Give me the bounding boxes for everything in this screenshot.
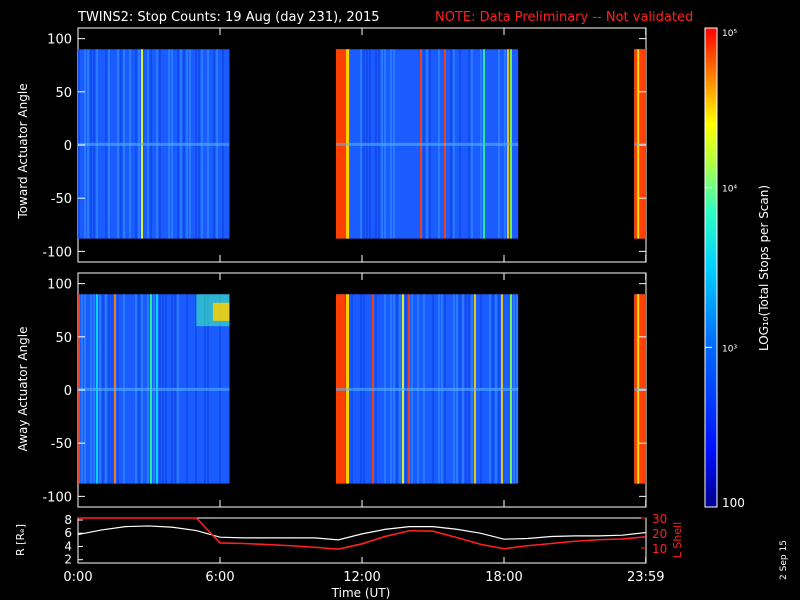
side-date: 2 Sep 15: [779, 540, 789, 580]
x-axis-label: Time (UT): [331, 586, 391, 600]
x-tick-label: 6:00: [205, 570, 234, 585]
colorbar-tick-label: 10³: [722, 344, 737, 354]
y-tick-label: 0: [64, 384, 72, 399]
warm-region: [212, 302, 230, 321]
zero-band: [634, 142, 646, 146]
y-tick-label: -50: [51, 192, 72, 207]
chart-title: TWINS2: Stop Counts: 19 Aug (day 231), 2…: [77, 10, 380, 25]
r-tick-label: 4: [64, 539, 72, 553]
lshell-tick-label: 10: [652, 542, 667, 556]
colorbar-label: LOG₁₀(Total Stops per Scan): [757, 185, 771, 351]
plot-frame: [77, 517, 647, 564]
y-tick-label: -50: [51, 437, 72, 452]
r-tick-label: 6: [64, 526, 72, 540]
lshell-ylabel: L Shell: [671, 522, 684, 558]
y-tick-label: -100: [42, 245, 72, 260]
zero-band: [335, 387, 519, 391]
preliminary-note: NOTE: Data Preliminary -- Not validated: [435, 10, 693, 25]
colorbar-tick-label: 100: [722, 496, 745, 510]
zero-band: [78, 142, 230, 146]
zero-band: [335, 142, 519, 146]
colorbar-tick-label: 10⁴: [722, 185, 737, 195]
y-tick-label: 0: [64, 139, 72, 154]
r-ylabel: R [Rₑ]: [14, 524, 27, 556]
away-heatmap-panel: 100 50 0 -50 -100: [42, 272, 647, 508]
x-tick-label: 0:00: [63, 570, 92, 585]
zero-band: [78, 387, 230, 391]
colorbar: [705, 28, 717, 507]
lshell-tick-label: 20: [652, 527, 667, 541]
colorbar-ticks: 10⁵ 10⁴ 10³ 100: [705, 27, 745, 510]
y-tick-label: 50: [55, 331, 72, 346]
colorbar-tick-label: 10⁵: [722, 29, 737, 39]
r-tick-label: 8: [64, 513, 72, 527]
x-tick-label: 23:59: [627, 570, 664, 585]
lshell-series-line: [78, 517, 646, 551]
lshell-tick-label: 30: [652, 512, 667, 526]
away-ylabel: Away Actuator Angle: [16, 326, 30, 451]
y-tick-label: 100: [47, 33, 72, 48]
y-tick-label: 100: [47, 278, 72, 293]
x-tick-label: 18:00: [485, 570, 522, 585]
y-tick-label: 50: [55, 86, 72, 101]
zero-band: [634, 387, 646, 391]
r-series-line: [77, 525, 646, 541]
y-tick-label: -100: [42, 490, 72, 505]
toward-ylabel: Toward Actuator Angle: [16, 83, 30, 219]
toward-heatmap-panel: 100 50 0 -50 -100: [42, 27, 647, 263]
r-tick-label: 2: [64, 553, 72, 567]
x-tick-label: 12:00: [343, 570, 380, 585]
